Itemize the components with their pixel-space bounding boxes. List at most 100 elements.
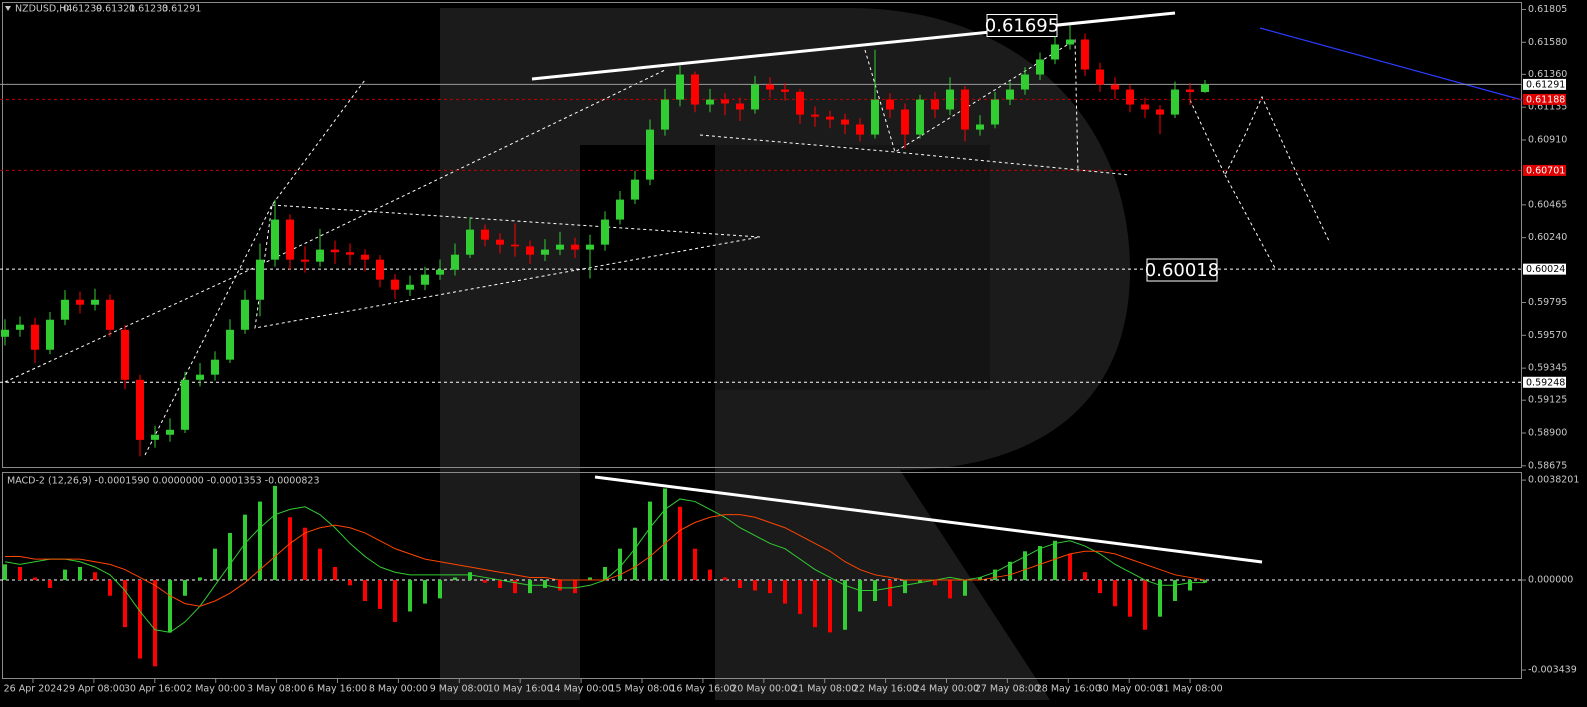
candle-body [166, 429, 174, 435]
y-tick-label: 0.000000 [1528, 575, 1573, 586]
x-tick-label: 9 May 08:00 [430, 684, 489, 695]
x-tick-label: 27 May 08:00 [975, 684, 1040, 695]
macd-bar [198, 577, 202, 581]
macd-bar [228, 532, 232, 581]
macd-bar [828, 580, 832, 633]
candle-body [991, 99, 999, 125]
candle-body [46, 319, 54, 350]
macd-bar [1023, 551, 1027, 581]
candle-body [496, 239, 504, 245]
x-tick-label: 20 May 00:00 [731, 684, 796, 695]
macd-bar [693, 548, 697, 581]
macd-bar [363, 580, 367, 601]
candle-body [871, 99, 879, 135]
macd-bar [423, 580, 427, 604]
candle-body [901, 109, 909, 135]
candle-body [76, 299, 84, 305]
macd-bar [888, 580, 892, 607]
level-tag-label: 0.60024 [1526, 264, 1565, 275]
x-tick-label: 10 May 16:00 [488, 684, 553, 695]
x-tick-label: 22 May 16:00 [853, 684, 918, 695]
macd-bar [93, 572, 97, 581]
macd-bar [1083, 572, 1087, 581]
macd-bar [3, 564, 7, 581]
candle-body [301, 259, 309, 262]
candle-body [796, 91, 804, 115]
macd-bar [768, 580, 772, 594]
price-label-box [1146, 258, 1218, 282]
macd-bar [1143, 580, 1147, 630]
candle-body [916, 99, 924, 135]
x-tick-label: 30 May 00:00 [1097, 684, 1162, 695]
macd-bar [633, 527, 637, 581]
price-label-box [986, 14, 1058, 38]
macd-bar [603, 566, 607, 581]
macd-bar [543, 580, 547, 588]
y-tick-label: 0.59570 [1528, 330, 1567, 341]
candle-body [1, 329, 9, 337]
level-tag [1523, 376, 1566, 388]
macd-bar [438, 580, 442, 599]
candle-body [376, 259, 384, 280]
macd-bar [1173, 580, 1177, 601]
macd-bar [318, 548, 322, 581]
candle-body [691, 74, 699, 105]
macd-bar [1158, 580, 1162, 617]
candle-body [961, 89, 969, 130]
level-tag-label: 0.60701 [1526, 165, 1565, 176]
candle-body [676, 74, 684, 100]
candle-body [1066, 39, 1074, 45]
x-tick-label: 31 May 08:00 [1158, 684, 1223, 695]
candle-body [241, 299, 249, 330]
candle-body [1096, 69, 1104, 85]
macd-bar [738, 580, 742, 588]
candle-body [586, 244, 594, 250]
candle-body [1141, 104, 1149, 110]
macd-bar [948, 580, 952, 599]
macd-bar [708, 569, 712, 581]
candle-body [751, 84, 759, 110]
menu-arrow[interactable] [5, 6, 11, 11]
candle-body [1111, 84, 1119, 90]
macd-bar [303, 527, 307, 581]
macd-bar [288, 517, 292, 581]
level-tag-label: 0.61188 [1526, 94, 1565, 105]
candle-body [811, 114, 819, 117]
candle-body [616, 199, 624, 220]
y-tick-label: 0.58900 [1528, 428, 1567, 439]
candle-body [1036, 59, 1044, 75]
level-tag [1523, 78, 1566, 90]
macd-bar [573, 580, 577, 594]
x-tick-label: 21 May 08:00 [792, 684, 857, 695]
candle-body [976, 124, 984, 130]
y-tick-label: 0.59795 [1528, 297, 1567, 308]
candle-body [226, 329, 234, 360]
price-label: 0.60018 [1145, 258, 1219, 282]
candle-body [406, 284, 414, 290]
candle-body [196, 374, 204, 380]
macd-bar [48, 580, 52, 588]
macd-bar [108, 580, 112, 596]
candle-body [1126, 89, 1134, 105]
macd-bar [378, 580, 382, 609]
macd-bar [993, 569, 997, 581]
y-tick-label: 0.0038201 [1528, 475, 1579, 486]
candle-body [271, 219, 279, 260]
x-tick-label: 24 May 00:00 [914, 684, 979, 695]
candle-body [1081, 39, 1089, 70]
macd-bar [333, 566, 337, 581]
candle-body [841, 119, 849, 125]
candle-body [736, 103, 744, 110]
macd-bar [153, 580, 157, 667]
y-tick-label: 0.59125 [1528, 395, 1567, 406]
macd-bar [33, 577, 37, 581]
price-label: 0.61695 [985, 14, 1059, 38]
y-tick-label: 0.60465 [1528, 199, 1567, 210]
candle-body [361, 254, 369, 260]
macd-bar [183, 580, 187, 596]
candle-body [286, 219, 294, 260]
header-low: 0.61233 [129, 4, 168, 15]
macd-bar [903, 580, 907, 594]
macd-bar [393, 580, 397, 622]
candle-body [1006, 89, 1014, 100]
